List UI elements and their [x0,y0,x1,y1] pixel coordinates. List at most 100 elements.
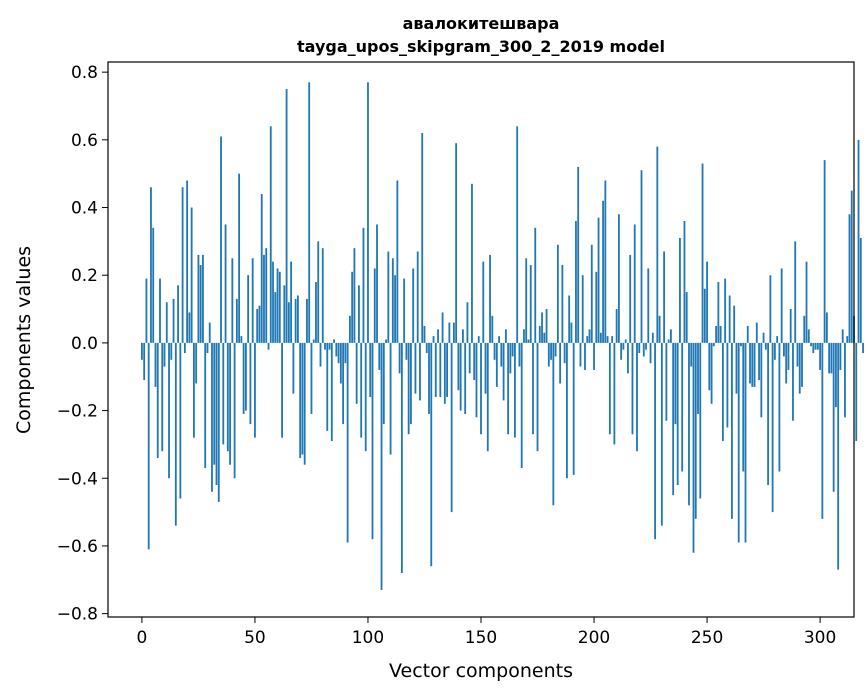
bar [570,322,573,343]
x-tick-label: 0 [136,628,147,648]
bar [163,342,166,367]
bar [380,342,383,590]
bar [841,329,844,343]
bar [523,329,525,343]
bar [333,339,335,343]
bar [464,342,467,414]
x-tick-label: 200 [578,628,610,648]
bar [335,342,338,357]
bar [789,309,792,343]
bar [703,288,706,343]
bar [679,237,681,343]
bar [317,241,320,343]
bar [391,258,394,343]
bar [364,342,367,452]
bar [520,342,523,469]
bar [742,342,745,472]
bar [500,342,503,367]
bar [156,342,159,458]
bar [604,180,607,343]
y-tick-label: 0.4 [71,199,98,219]
bar [412,268,415,343]
bar [839,342,842,370]
y-tick-label: 0.0 [71,334,98,354]
x-tick-label: 250 [691,628,723,648]
x-tick-label: 50 [244,628,266,648]
bar [292,342,295,394]
bar [566,342,568,479]
bar [518,342,521,367]
bar [177,285,179,343]
bar [448,322,451,343]
bar [489,254,491,343]
bar [584,342,586,370]
bar [543,332,546,343]
bar [493,342,496,360]
bar [294,298,297,343]
bar [211,342,213,492]
bar [217,342,220,502]
bar [145,278,148,343]
bar [303,342,306,465]
bar [425,342,428,354]
bar [376,224,378,343]
bar [188,312,191,343]
bar [554,342,557,357]
bar [382,342,385,425]
y-tick-label: −0.2 [57,402,98,422]
bar [159,278,161,343]
bar [751,342,754,387]
bar [692,342,695,553]
bar [450,342,453,513]
bar [367,82,369,343]
bar [224,224,227,343]
bar [636,342,638,452]
bar [432,336,435,343]
chart-title-line-1: авалокитешвара [403,14,560,33]
bar [179,342,182,499]
bar [807,329,810,343]
bar [244,342,247,411]
bar [310,342,313,414]
bar [794,241,797,343]
bar [378,342,381,370]
bar [260,193,263,343]
y-tick-label: −0.4 [57,469,98,489]
bar [516,126,519,343]
bar [204,342,207,469]
bar [674,342,677,425]
bar [536,342,539,452]
bar [509,342,512,374]
x-tick-label: 300 [804,628,836,648]
bar [846,336,849,343]
bar [419,342,421,401]
bar [764,342,767,350]
bar [525,258,528,343]
bar [206,342,209,354]
bar [222,342,225,445]
bar [428,342,430,414]
bar [681,342,684,472]
bar [437,329,439,343]
bar [629,254,632,343]
bar [242,342,245,414]
bar [615,309,618,343]
bar [421,133,424,343]
bar [597,217,600,343]
bar [346,342,349,543]
bar [805,261,808,343]
bar [434,342,437,398]
bar [796,342,799,367]
bar [862,342,864,354]
bar [278,271,281,343]
bar [502,342,505,401]
bar [152,227,155,343]
bar [301,342,304,455]
bar [353,248,356,343]
bar [238,173,241,343]
bar [220,136,222,343]
bar [208,322,211,343]
bar [215,342,218,486]
bar [819,342,821,370]
